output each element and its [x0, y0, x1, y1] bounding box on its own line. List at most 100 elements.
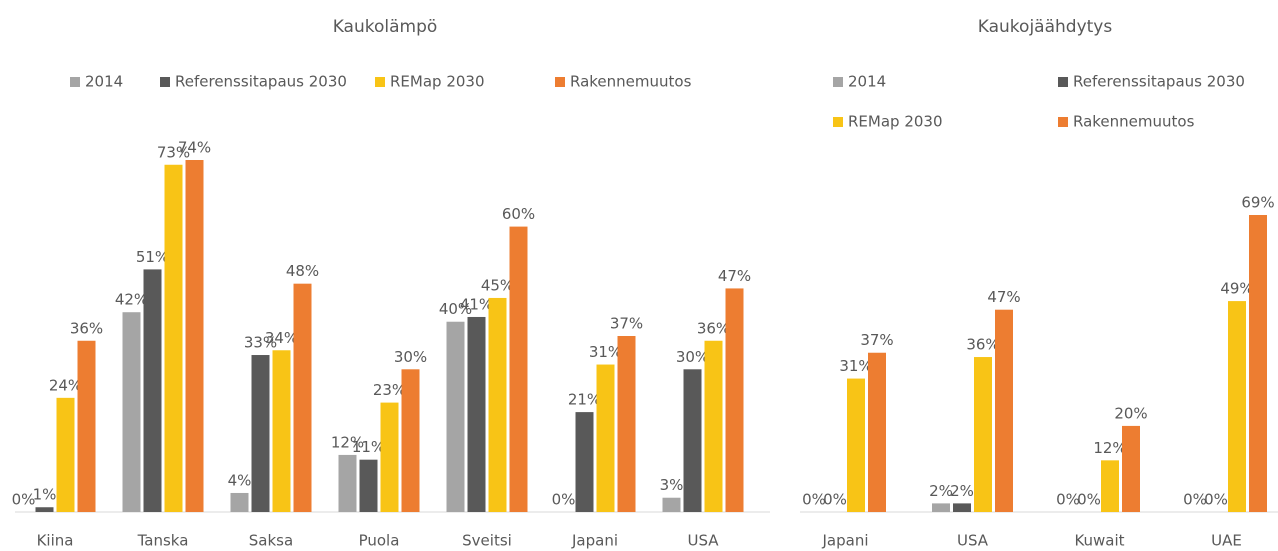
- bar: [251, 355, 270, 512]
- value-label: 36%: [70, 319, 103, 337]
- value-label: 31%: [839, 357, 872, 375]
- value-label: 40%: [439, 300, 472, 318]
- value-label: 0%: [12, 491, 36, 509]
- legend-swatch: [70, 77, 80, 87]
- legend-swatch: [1058, 77, 1068, 87]
- bar: [77, 340, 96, 512]
- x-tick-label: Sveitsi: [462, 532, 512, 550]
- value-label: 30%: [676, 348, 709, 366]
- legend-label: 2014: [85, 73, 123, 91]
- bar: [446, 321, 465, 512]
- bar: [1228, 301, 1246, 512]
- value-label: 0%: [823, 491, 847, 509]
- value-label: 0%: [1077, 491, 1101, 509]
- value-label: 23%: [373, 381, 406, 399]
- value-label: 2%: [950, 482, 974, 500]
- value-label: 0%: [802, 491, 826, 509]
- legend-swatch: [833, 77, 843, 87]
- value-label: 20%: [1114, 404, 1147, 422]
- value-label: 42%: [115, 291, 148, 309]
- legend-label: Referenssitapaus 2030: [1073, 73, 1245, 91]
- value-label: 31%: [589, 343, 622, 361]
- legend-label: Rakennemuutos: [570, 73, 692, 91]
- x-tick-label: Kiina: [37, 532, 74, 550]
- bar: [164, 164, 183, 512]
- legend-label: Rakennemuutos: [1073, 113, 1195, 131]
- bar: [1122, 425, 1140, 512]
- value-label: 60%: [502, 205, 535, 223]
- value-label: 69%: [1241, 194, 1274, 212]
- x-tick-label: USA: [957, 532, 989, 550]
- value-label: 12%: [1093, 439, 1126, 457]
- bar: [488, 297, 507, 512]
- bar: [56, 397, 75, 512]
- bar: [509, 226, 528, 512]
- bar: [143, 269, 162, 512]
- value-label: 45%: [481, 276, 514, 294]
- x-tick-label: USA: [687, 532, 719, 550]
- value-label: 33%: [244, 334, 277, 352]
- legend-label: REMap 2030: [848, 113, 943, 131]
- x-tick-label: Japani: [571, 532, 618, 550]
- legend-swatch: [1058, 117, 1068, 127]
- value-label: 36%: [697, 319, 730, 337]
- value-label: 0%: [1056, 491, 1080, 509]
- bar: [338, 454, 357, 512]
- bar: [380, 402, 399, 512]
- x-tick-label: Saksa: [249, 532, 293, 550]
- bar: [683, 369, 702, 512]
- value-label: 12%: [331, 433, 364, 451]
- chart-title: Kaukolämpö: [333, 17, 438, 37]
- value-label: 73%: [157, 143, 190, 161]
- value-label: 47%: [987, 288, 1020, 306]
- legend-swatch: [555, 77, 565, 87]
- value-label: 37%: [860, 331, 893, 349]
- value-label: 48%: [286, 262, 319, 280]
- value-label: 1%: [33, 486, 57, 504]
- bar: [847, 378, 865, 512]
- legend-label: REMap 2030: [390, 73, 485, 91]
- x-tick-label: Tanska: [137, 532, 189, 550]
- value-label: 37%: [610, 315, 643, 333]
- value-label: 49%: [1220, 280, 1253, 298]
- legend-swatch: [160, 77, 170, 87]
- value-label: 2%: [929, 482, 953, 500]
- value-label: 0%: [1183, 491, 1207, 509]
- bar: [293, 283, 312, 512]
- bar: [704, 340, 723, 512]
- bar: [575, 412, 594, 512]
- value-label: 51%: [136, 248, 169, 266]
- value-label: 11%: [352, 438, 385, 456]
- legend-swatch: [833, 117, 843, 127]
- x-tick-label: UAE: [1211, 532, 1242, 550]
- bar: [401, 369, 420, 512]
- value-label: 3%: [660, 476, 684, 494]
- bar: [868, 352, 886, 512]
- bar: [467, 316, 486, 512]
- bar: [617, 336, 636, 512]
- bar: [35, 507, 54, 512]
- value-label: 4%: [228, 471, 252, 489]
- bar: [725, 288, 744, 512]
- bar: [974, 357, 992, 512]
- bar: [953, 503, 971, 512]
- value-label: 24%: [49, 376, 82, 394]
- value-label: 21%: [568, 391, 601, 409]
- value-label: 74%: [178, 139, 211, 157]
- legend-label: Referenssitapaus 2030: [175, 73, 347, 91]
- x-tick-label: Japani: [821, 532, 868, 550]
- value-label: 41%: [460, 295, 493, 313]
- value-label: 47%: [718, 267, 751, 285]
- value-label: 0%: [1204, 491, 1228, 509]
- bar: [359, 459, 378, 512]
- bar: [932, 503, 950, 512]
- bar: [596, 364, 615, 512]
- x-tick-label: Puola: [359, 532, 400, 550]
- x-tick-label: Kuwait: [1074, 532, 1124, 550]
- bar: [995, 309, 1013, 512]
- bar: [122, 312, 141, 512]
- value-label: 0%: [552, 491, 576, 509]
- bar: [1249, 215, 1267, 512]
- bar: [662, 497, 681, 512]
- legend-label: 2014: [848, 73, 886, 91]
